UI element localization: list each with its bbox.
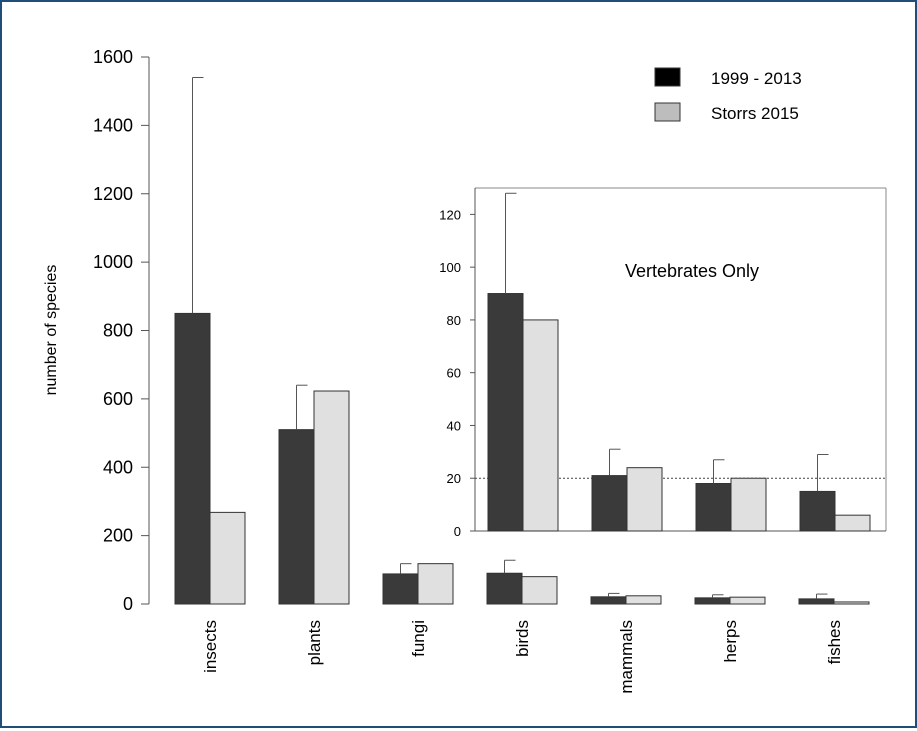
inset-y-tick-label: 120 <box>439 207 461 222</box>
inset-chart: 0 20 40 60 80 100 120 Vertebrates Only <box>439 187 887 539</box>
legend-swatch-1 <box>654 67 681 87</box>
x-tick-label-birds: birds <box>513 620 532 657</box>
legend-swatch-2 <box>654 102 681 122</box>
inset-bar-series1-birds <box>487 293 524 532</box>
inset-bar-series2-herps <box>730 477 767 532</box>
x-tick-label-mammals: mammals <box>617 620 636 694</box>
inset-bar-series1-herps <box>695 483 732 532</box>
inset-y-tick-label: 60 <box>447 366 461 381</box>
inset-bar-series2-birds <box>522 319 559 532</box>
x-tick-label-herps: herps <box>721 620 740 663</box>
bar-series2-birds <box>521 576 558 605</box>
bar-series1-mammals <box>590 596 627 605</box>
inset-y-tick-label: 20 <box>447 471 461 486</box>
y-tick-label: 800 <box>103 321 133 341</box>
inset-bar-series2-mammals <box>626 467 663 532</box>
legend-label-1: 1999 - 2013 <box>711 69 802 88</box>
legend: 1999 - 2013 Storrs 2015 <box>654 67 802 123</box>
inset-y-tick-label: 40 <box>447 418 461 433</box>
inset-y-tick-label: 80 <box>447 313 461 328</box>
inset-bar-series1-fishes <box>799 490 836 532</box>
bar-series2-mammals <box>625 595 662 605</box>
bar-series2-plants <box>313 390 350 605</box>
inset-bar-series1-mammals <box>591 475 628 532</box>
y-tick-label: 1400 <box>93 115 133 135</box>
y-tick-label: 0 <box>123 594 133 614</box>
bar-series2-herps <box>729 596 766 605</box>
legend-label-2: Storrs 2015 <box>711 104 799 123</box>
y-tick-label: 600 <box>103 389 133 409</box>
bar-series1-insects <box>174 312 211 605</box>
y-axis-label: number of species <box>43 265 60 396</box>
x-tick-label-fishes: fishes <box>825 620 844 664</box>
y-tick-label: 400 <box>103 457 133 477</box>
y-tick-label: 1200 <box>93 184 133 204</box>
bar-series2-insects <box>209 511 246 605</box>
inset-y-tick-label: 0 <box>454 524 461 539</box>
bar-series2-fungi <box>417 563 454 605</box>
bar-series1-birds <box>486 572 523 605</box>
y-tick-label: 200 <box>103 526 133 546</box>
bar-series1-fishes <box>798 598 835 605</box>
inset-bar-series2-fishes <box>834 514 871 532</box>
bar-series1-fungi <box>382 573 419 605</box>
x-tick-label-insects: insects <box>201 620 220 673</box>
y-tick-label: 1600 <box>93 47 133 67</box>
bar-series1-plants <box>278 429 315 605</box>
x-tick-label-plants: plants <box>305 620 324 665</box>
y-tick-label: 1000 <box>93 252 133 272</box>
inset-title: Vertebrates Only <box>625 261 759 281</box>
inset-y-tick-label: 100 <box>439 260 461 275</box>
bar-series2-fishes <box>833 601 870 605</box>
bar-series1-herps <box>694 597 731 605</box>
x-tick-label-fungi: fungi <box>409 620 428 657</box>
